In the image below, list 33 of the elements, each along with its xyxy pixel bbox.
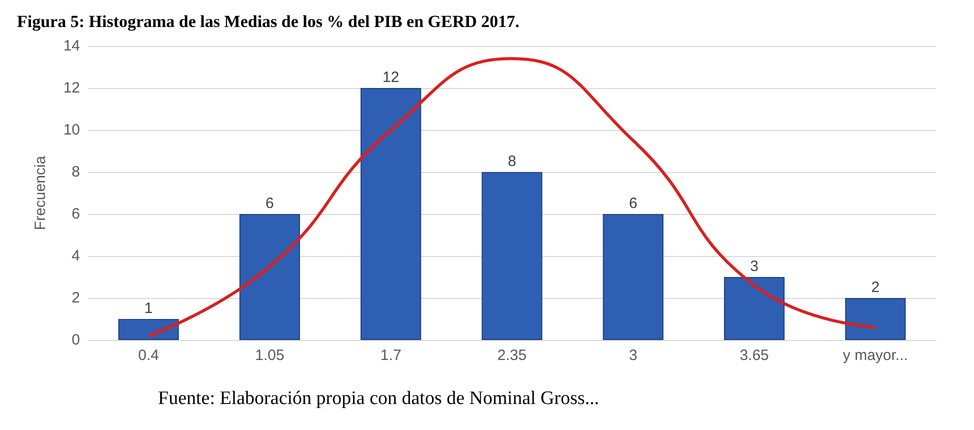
- x-tick-label: 1.7: [380, 347, 402, 364]
- x-tick-label: 3: [628, 347, 638, 364]
- y-tick-label: 14: [63, 38, 80, 54]
- y-tick-label: 10: [63, 122, 80, 138]
- y-tick-label: 0: [72, 332, 80, 348]
- y-tick-label: 12: [63, 80, 80, 96]
- bar: [360, 88, 422, 340]
- data-label: 2: [871, 279, 880, 296]
- line-series: [147, 57, 877, 338]
- x-tick-label: y mayor...: [842, 347, 908, 364]
- y-tick-label: 6: [72, 206, 80, 222]
- data-label: 12: [382, 69, 400, 86]
- x-tick-label: 3.65: [740, 347, 769, 364]
- data-label: 6: [266, 195, 274, 212]
- data-label: 1: [144, 300, 153, 317]
- bar: [845, 298, 906, 340]
- source-note: Fuente: Elaboración propia con datos de Nominal Gross...: [158, 388, 600, 409]
- bar: [239, 214, 300, 340]
- x-tick-label: 2.35: [497, 347, 527, 364]
- data-label: 8: [508, 153, 516, 170]
- y-axis-title: Frecuencia: [32, 155, 49, 230]
- x-tick-label: 1.05: [255, 347, 284, 364]
- data-label: 3: [750, 258, 758, 275]
- y-tick-label: 8: [72, 164, 80, 180]
- bar: [482, 172, 542, 340]
- y-tick-label: 4: [72, 248, 80, 264]
- x-tick-label: 0.4: [138, 347, 159, 364]
- chart-title: Figura 5: Histograma de las Medias de los % del PIB en GERD 2017.: [17, 12, 520, 31]
- bar: [602, 214, 664, 340]
- bar: [724, 277, 785, 340]
- bar: [118, 319, 179, 340]
- data-label: 6: [628, 195, 638, 212]
- y-tick-label: 2: [72, 290, 80, 306]
